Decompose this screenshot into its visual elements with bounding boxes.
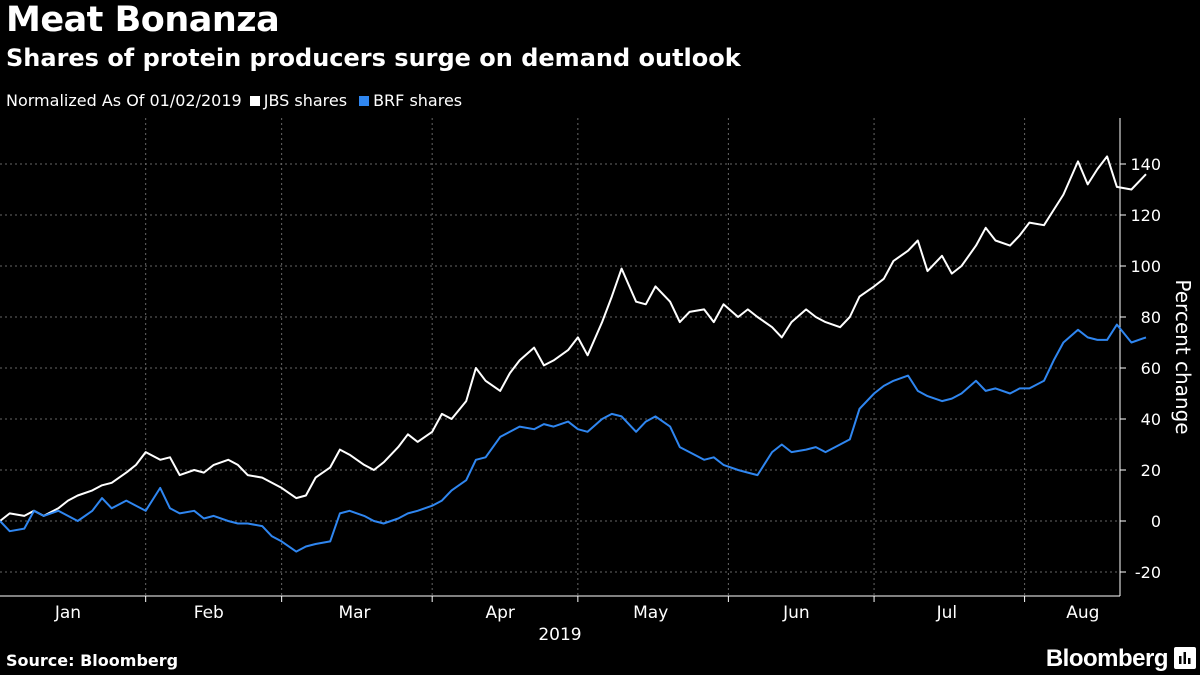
y-tick-label-80: 80 (1141, 308, 1161, 327)
legend-note: Normalized As Of 01/02/2019 (6, 91, 242, 110)
bloomberg-terminal-icon (1174, 647, 1196, 669)
x-tick-label-jun: Jun (782, 603, 810, 623)
bloomberg-logo: Bloomberg (1045, 645, 1169, 672)
x-tick-label-feb: Feb (194, 603, 224, 623)
y-tick-label-0: 0 (1151, 512, 1161, 531)
legend-item-brf: BRF shares (359, 91, 462, 110)
axes: -20 0 20 40 60 80 100 120 140 Jan Feb Mar Apr May Jun J… (0, 118, 1161, 623)
chart-title: Meat Bonanza (6, 0, 280, 40)
grid-lines (0, 118, 1120, 596)
y-tick-label-120: 120 (1130, 206, 1161, 225)
legend: Normalized As Of 01/02/2019 JBS shares B… (6, 91, 474, 110)
y-tick-label-20: 20 (1141, 461, 1161, 480)
y-tick-label--20: -20 (1135, 563, 1161, 582)
y-tick-label-40: 40 (1141, 410, 1161, 429)
x-tick-label-jul: Jul (936, 603, 958, 623)
x-tick-label-jan: Jan (54, 603, 81, 623)
legend-label-jbs: JBS shares (263, 91, 348, 110)
series-line-brf-shares (0, 323, 1147, 553)
y-tick-label-100: 100 (1130, 257, 1161, 276)
legend-label-brf: BRF shares (373, 91, 463, 110)
x-tick-label-may: May (633, 603, 668, 623)
y-tick-label-60: 60 (1141, 359, 1161, 378)
y-axis-label: Percent change (1171, 279, 1195, 434)
source-note: Source: Bloomberg (6, 651, 179, 670)
x-tick-label-mar: Mar (338, 603, 370, 623)
series-lines (0, 155, 1147, 553)
series-line-jbs-shares (0, 155, 1147, 522)
legend-swatch-jbs (249, 95, 260, 106)
x-axis-label: 2019 (538, 625, 581, 645)
chart-subtitle: Shares of protein producers surge on dem… (6, 44, 741, 72)
legend-swatch-brf (359, 95, 370, 106)
x-tick-label-apr: Apr (485, 603, 514, 623)
x-tick-label-aug: Aug (1066, 603, 1099, 623)
legend-item-jbs: JBS shares (249, 91, 348, 110)
y-tick-label-140: 140 (1130, 155, 1161, 174)
